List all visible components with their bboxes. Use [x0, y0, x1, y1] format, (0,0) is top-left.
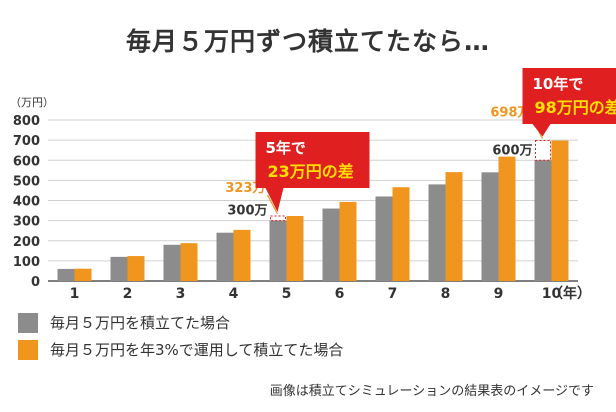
legend-item-gray: 毎月５万円を積立てた場合	[18, 312, 230, 333]
callout-line1: 10年で	[533, 75, 584, 93]
y-tick-label: 400	[13, 195, 40, 210]
y-axis-unit-label: （万円）	[10, 96, 54, 109]
difference-marker	[270, 215, 286, 222]
bar-orange	[551, 140, 569, 281]
bar-gray	[428, 184, 446, 281]
orange-value-label: 323万	[225, 181, 265, 196]
callout-line2: 23万円の差	[268, 162, 354, 181]
bar-gray	[216, 232, 234, 281]
chart-title: 毎月５万円ずつ積立てたなら…	[125, 27, 490, 56]
x-tick-label: 4	[229, 286, 239, 302]
gray-value-label: 600万	[492, 143, 532, 158]
x-tick-label: 1	[70, 286, 80, 302]
bar-gray	[322, 208, 340, 281]
x-tick-label: 8	[441, 286, 451, 302]
bar-orange	[74, 268, 92, 281]
x-tick-label: 6	[335, 286, 345, 302]
legend-item-orange: 毎月５万円を年3%で運用して積立てた場合	[18, 339, 343, 360]
legend-swatch-gray	[18, 312, 38, 333]
bar-gray	[269, 220, 287, 281]
x-tick-label: 5	[282, 286, 292, 302]
callout-box	[255, 132, 370, 188]
bar-orange	[286, 215, 304, 281]
bar-orange	[127, 256, 145, 281]
y-tick-label: 100	[13, 255, 40, 270]
bar-gray	[534, 160, 552, 281]
bar-orange	[498, 156, 516, 281]
difference-marker	[535, 140, 551, 161]
bars	[57, 140, 569, 281]
bar-orange	[339, 201, 357, 281]
gray-value-label: 300万	[227, 204, 267, 219]
x-tick-label: 7	[388, 286, 398, 302]
y-tick-label: 500	[13, 174, 40, 189]
bar-gray	[57, 268, 75, 281]
x-tick-label: 10	[542, 286, 562, 302]
callout-pointer	[265, 188, 284, 212]
legend-label-orange: 毎月５万円を年3%で運用して積立てた場合	[50, 341, 344, 359]
y-tick-label: 0	[31, 275, 40, 290]
x-axis-unit-label: （年）	[549, 285, 591, 302]
orange-value-label: 698万	[490, 106, 530, 121]
bar-gray	[110, 256, 128, 281]
bar-orange	[180, 243, 198, 281]
bar-gray	[481, 172, 499, 281]
legend-label-gray: 毎月５万円を積立てた場合	[50, 314, 231, 332]
bar-gray	[375, 196, 393, 281]
callout-line2: 98万円の差	[535, 98, 616, 117]
bar-orange	[445, 172, 463, 281]
y-tick-label: 200	[13, 235, 40, 250]
bar-orange	[233, 229, 251, 281]
y-tick-label: 800	[13, 114, 40, 129]
y-tick-label: 600	[13, 154, 40, 169]
y-tick-label: 700	[13, 134, 40, 149]
disclaimer-note: 画像は積立てシミュレーションの結果表のイメージです	[269, 384, 594, 399]
orange-label-leader	[266, 194, 279, 215]
x-tick-label: 2	[123, 286, 133, 302]
callout-line1: 5年で	[266, 139, 306, 157]
x-tick-label: 9	[494, 286, 504, 302]
x-tick-label: 3	[176, 286, 186, 302]
bar-orange	[392, 187, 410, 281]
callout-box	[522, 68, 616, 124]
bar-gray	[163, 244, 181, 281]
callout-pointer	[532, 124, 551, 137]
y-axis: 0 100 200 300 400 500 600 700 800	[13, 114, 40, 290]
y-tick-label: 300	[13, 215, 40, 230]
x-axis: 1 2 3 4 5 6 7 8 9 10	[70, 286, 562, 302]
legend-swatch-orange	[18, 339, 38, 360]
